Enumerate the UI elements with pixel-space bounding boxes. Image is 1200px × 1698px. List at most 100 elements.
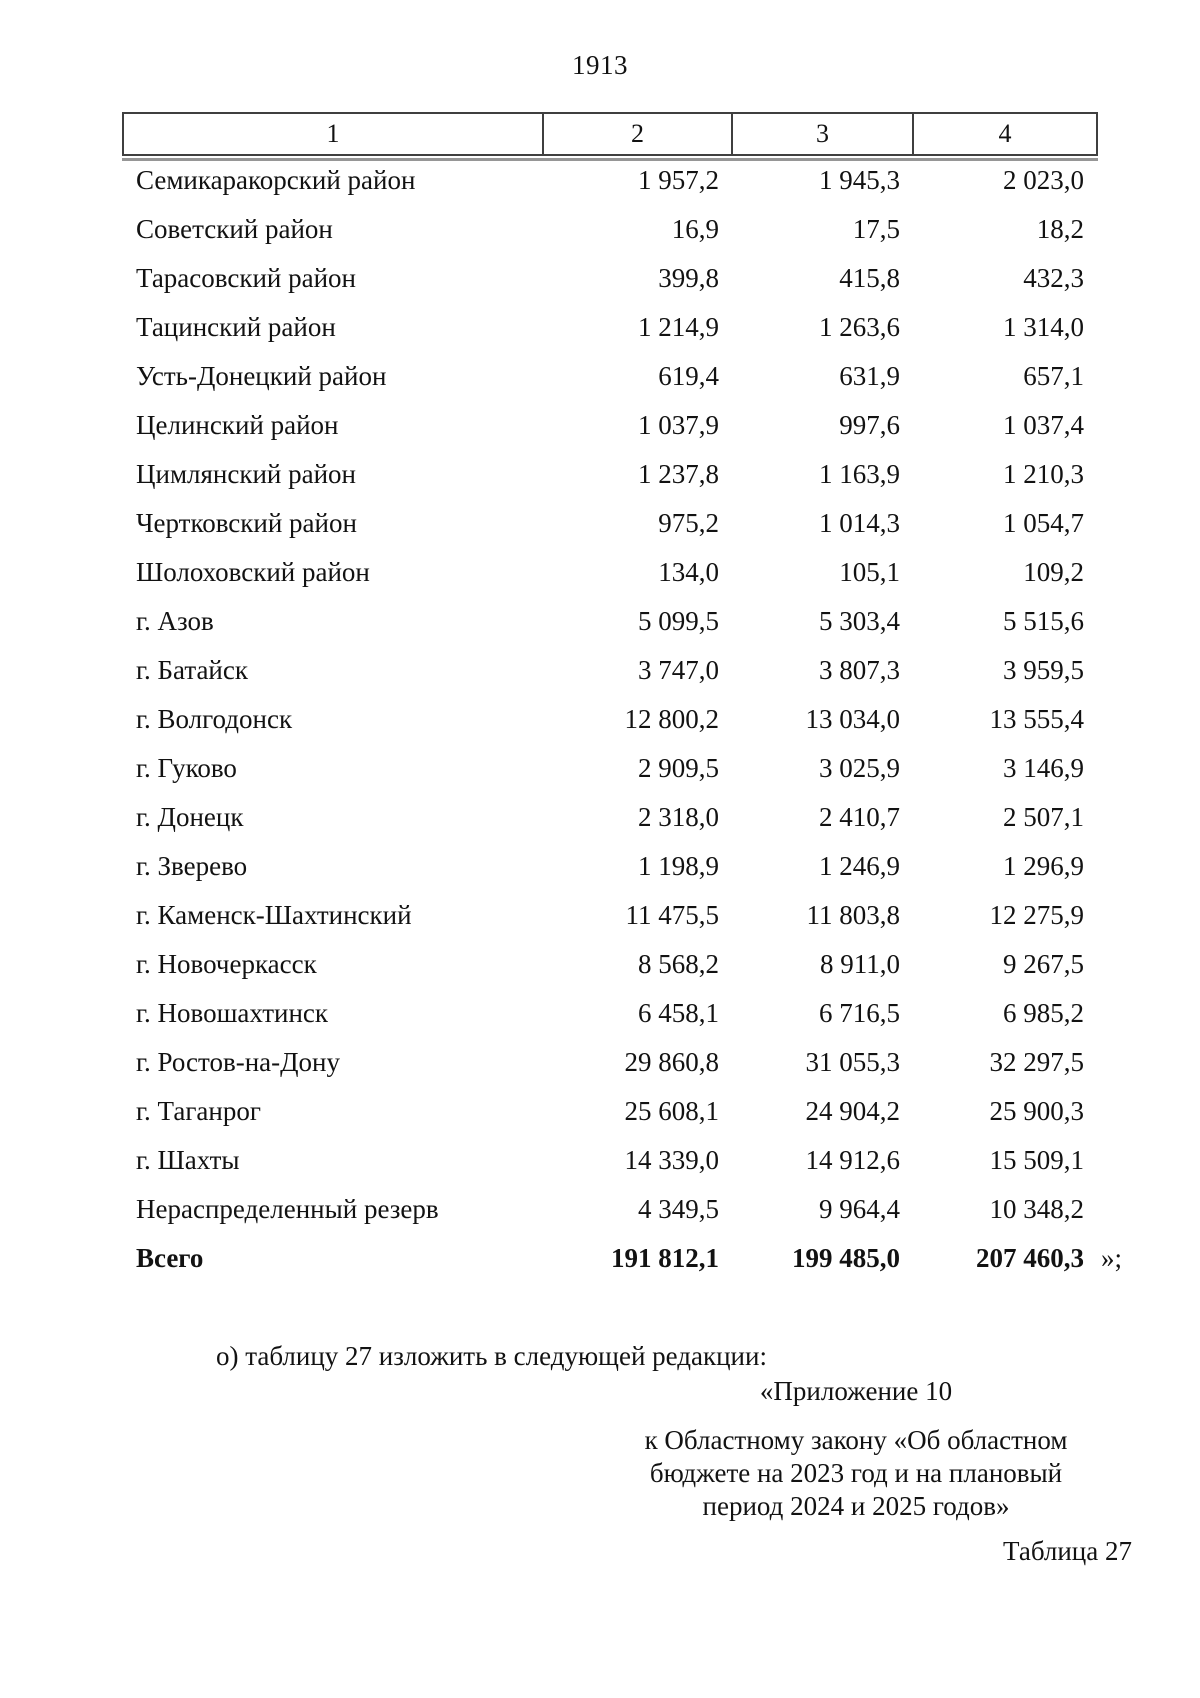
row-value-2024: 1 263,6 bbox=[819, 312, 900, 342]
table-row: Нераспределенный резерв 4 349,5 9 964,4 … bbox=[123, 1185, 1097, 1234]
row-label: Чертковский район bbox=[136, 508, 357, 538]
table-row: Семикаракорский район 1 957,2 1 945,3 2 … bbox=[123, 155, 1097, 205]
row-value-2024: 1 246,9 bbox=[819, 851, 900, 881]
table-row: г. Азов 5 099,5 5 303,4 5 515,6 bbox=[123, 597, 1097, 646]
row-value-2025: 207 460,3 bbox=[976, 1243, 1084, 1273]
row-value-2023: 1 957,2 bbox=[638, 165, 719, 195]
row-value-2024: 17,5 bbox=[852, 214, 900, 244]
row-label: г. Зверево bbox=[136, 851, 248, 881]
row-value-2025: 12 275,9 bbox=[989, 900, 1085, 930]
table-row: Чертковский район 975,2 1 014,3 1 054,7 bbox=[123, 499, 1097, 548]
row-value-2023: 6 458,1 bbox=[638, 998, 719, 1028]
row-value-2024: 3 807,3 bbox=[819, 655, 900, 685]
row-label: Всего bbox=[136, 1243, 204, 1273]
table-row: Тацинский район 1 214,9 1 263,6 1 314,0 bbox=[123, 303, 1097, 352]
row-value-2025: 3 959,5 bbox=[1003, 655, 1084, 685]
row-value-2025: 25 900,3 bbox=[989, 1096, 1085, 1126]
row-label: Цимлянский район bbox=[136, 459, 357, 489]
table-row: г. Волгодонск 12 800,2 13 034,0 13 555,4 bbox=[123, 695, 1097, 744]
row-value-2023: 134,0 bbox=[658, 557, 719, 587]
appendix-reference-line: к Областному закону «Об областном bbox=[644, 1425, 1068, 1455]
row-value-2024: 6 716,5 bbox=[819, 998, 900, 1028]
row-value-2023: 29 860,8 bbox=[624, 1047, 720, 1077]
row-value-2023: 8 568,2 bbox=[638, 949, 719, 979]
table-body: Семикаракорский район 1 957,2 1 945,3 2 … bbox=[123, 155, 1097, 1283]
row-value-2023: 399,8 bbox=[658, 263, 719, 293]
column-header-2: 2 bbox=[542, 112, 733, 156]
amendment-clause: о) таблицу 27 изложить в следующей редак… bbox=[216, 1341, 767, 1371]
row-value-2023: 1 237,8 bbox=[638, 459, 719, 489]
row-value-2024: 5 303,4 bbox=[819, 606, 900, 636]
table-caption: Таблица 27 bbox=[1003, 1536, 1132, 1566]
row-label: Целинский район bbox=[136, 410, 339, 440]
table-row: Всего 191 812,1 199 485,0 207 460,3 bbox=[123, 1234, 1097, 1283]
row-value-2025: 18,2 bbox=[1036, 214, 1084, 244]
row-value-2023: 25 608,1 bbox=[624, 1096, 720, 1126]
row-value-2025: 3 146,9 bbox=[1003, 753, 1084, 783]
row-value-2024: 199 485,0 bbox=[792, 1243, 900, 1273]
row-value-2025: 2 023,0 bbox=[1003, 165, 1084, 195]
column-header-3: 3 bbox=[731, 112, 914, 156]
row-label: г. Каменск-Шахтинский bbox=[136, 900, 412, 930]
row-value-2023: 191 812,1 bbox=[611, 1243, 719, 1273]
row-label: г. Волгодонск bbox=[136, 704, 293, 734]
row-value-2025: 432,3 bbox=[1023, 263, 1084, 293]
page-number: 1913 bbox=[572, 50, 628, 80]
row-value-2025: 657,1 bbox=[1023, 361, 1084, 391]
row-value-2025: 6 985,2 bbox=[1003, 998, 1084, 1028]
table-row: Шолоховский район 134,0 105,1 109,2 bbox=[123, 548, 1097, 597]
row-value-2023: 975,2 bbox=[658, 508, 719, 538]
table-row: г. Каменск-Шахтинский 11 475,5 11 803,8 … bbox=[123, 891, 1097, 940]
row-value-2023: 1 198,9 bbox=[638, 851, 719, 881]
row-value-2024: 2 410,7 bbox=[819, 802, 900, 832]
row-value-2024: 415,8 bbox=[839, 263, 900, 293]
row-label: г. Ростов-на-Дону bbox=[136, 1047, 341, 1077]
row-value-2023: 1 214,9 bbox=[638, 312, 719, 342]
row-value-2024: 3 025,9 bbox=[819, 753, 900, 783]
row-value-2024: 8 911,0 bbox=[820, 949, 900, 979]
row-label: Семикаракорский район bbox=[136, 165, 416, 195]
row-value-2023: 16,9 bbox=[671, 214, 719, 244]
row-label: г. Новочеркасск bbox=[136, 949, 317, 979]
appendix-reference: к Областному закону «Об областном бюджет… bbox=[626, 1424, 1086, 1523]
row-label: Усть-Донецкий район bbox=[136, 361, 387, 391]
table-row: Цимлянский район 1 237,8 1 163,9 1 210,3 bbox=[123, 450, 1097, 499]
table-row: г. Новошахтинск 6 458,1 6 716,5 6 985,2 bbox=[123, 989, 1097, 1038]
row-value-2023: 619,4 bbox=[658, 361, 719, 391]
row-value-2023: 12 800,2 bbox=[624, 704, 720, 734]
row-value-2024: 9 964,4 bbox=[819, 1194, 900, 1224]
appendix-heading: «Приложение 10 bbox=[759, 1376, 953, 1406]
row-value-2023: 1 037,9 bbox=[638, 410, 719, 440]
row-value-2023: 2 909,5 bbox=[638, 753, 719, 783]
row-value-2025: 10 348,2 bbox=[989, 1194, 1085, 1224]
row-value-2023: 2 318,0 bbox=[638, 802, 719, 832]
row-value-2024: 1 945,3 bbox=[819, 165, 900, 195]
row-value-2024: 13 034,0 bbox=[805, 704, 901, 734]
row-label: Нераспределенный резерв bbox=[136, 1194, 439, 1224]
row-label: Тарасовский район bbox=[136, 263, 356, 293]
row-value-2024: 1 014,3 bbox=[819, 508, 900, 538]
row-value-2024: 997,6 bbox=[839, 410, 900, 440]
row-value-2025: 1 314,0 bbox=[1003, 312, 1084, 342]
row-value-2024: 1 163,9 bbox=[819, 459, 900, 489]
row-value-2025: 2 507,1 bbox=[1003, 802, 1084, 832]
row-value-2025: 9 267,5 bbox=[1003, 949, 1084, 979]
row-label: г. Таганрог bbox=[136, 1096, 261, 1126]
row-label: г. Донецк bbox=[136, 802, 244, 832]
table-row: г. Батайск 3 747,0 3 807,3 3 959,5 bbox=[123, 646, 1097, 695]
column-header-1: 1 bbox=[122, 112, 544, 156]
row-label: г. Батайск bbox=[136, 655, 248, 685]
row-label: г. Гуково bbox=[136, 753, 237, 783]
table-row: г. Шахты 14 339,0 14 912,6 15 509,1 bbox=[123, 1136, 1097, 1185]
appendix-reference-line: бюджете на 2023 год и на плановый bbox=[649, 1458, 1063, 1488]
table-header-row: 1 2 3 4 bbox=[122, 112, 1098, 156]
table-row: г. Таганрог 25 608,1 24 904,2 25 900,3 bbox=[123, 1087, 1097, 1136]
appendix-reference-line: период 2024 и 2025 годов» bbox=[702, 1491, 1010, 1521]
table-row: Усть-Донецкий район 619,4 631,9 657,1 bbox=[123, 352, 1097, 401]
row-value-2025: 1 210,3 bbox=[1003, 459, 1084, 489]
table-row: г. Новочеркасск 8 568,2 8 911,0 9 267,5 bbox=[123, 940, 1097, 989]
row-value-2023: 4 349,5 bbox=[638, 1194, 719, 1224]
row-value-2023: 5 099,5 bbox=[638, 606, 719, 636]
table-row: г. Ростов-на-Дону 29 860,8 31 055,3 32 2… bbox=[123, 1038, 1097, 1087]
